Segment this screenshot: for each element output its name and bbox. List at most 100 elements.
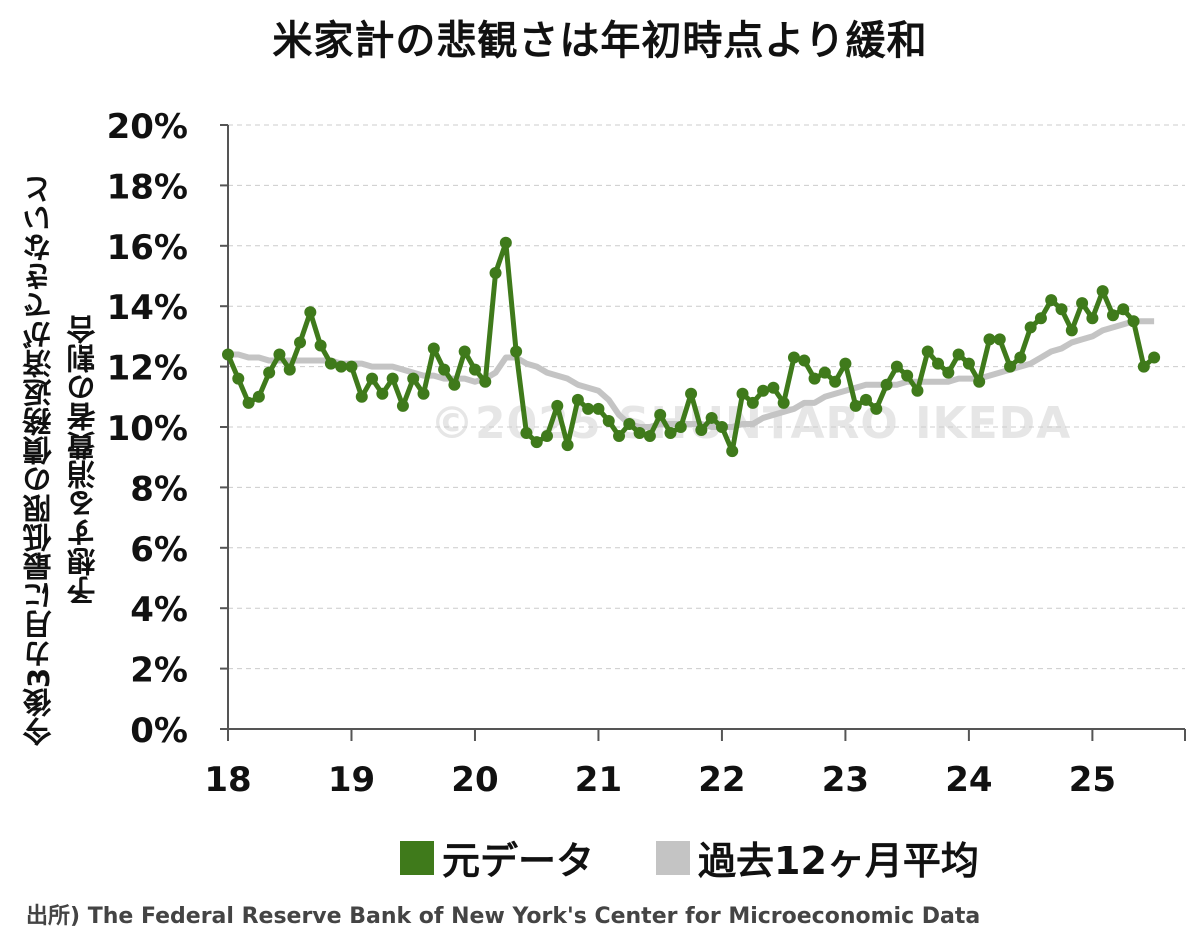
y-tick-label: 12% <box>107 349 188 389</box>
data-point-raw <box>962 357 975 370</box>
data-point-raw <box>520 427 533 440</box>
data-point-raw <box>736 387 749 400</box>
data-point-raw <box>355 390 368 403</box>
data-point-raw <box>932 357 945 370</box>
y-tick-label: 18% <box>107 167 188 207</box>
data-point-raw <box>818 366 831 379</box>
data-point-raw <box>1034 312 1047 325</box>
series-line-raw <box>225 240 1156 454</box>
data-point-raw <box>283 363 296 376</box>
x-tick-label: 19 <box>328 760 375 800</box>
x-tick-label: 18 <box>204 760 251 800</box>
data-point-raw <box>335 360 348 373</box>
data-point-raw <box>643 430 656 443</box>
data-point-raw <box>489 266 502 279</box>
x-tick-label: 24 <box>945 760 992 800</box>
data-point-raw <box>427 342 440 355</box>
data-point-raw <box>839 357 852 370</box>
data-point-raw <box>1096 285 1109 298</box>
data-point-raw <box>592 402 605 415</box>
legend-label-raw: 元データ <box>442 839 595 883</box>
y-tick-label: 20% <box>107 107 188 147</box>
data-point-raw <box>1065 324 1078 337</box>
x-tick-label: 23 <box>822 760 869 800</box>
data-point-raw <box>942 366 955 379</box>
data-point-raw <box>407 372 420 385</box>
data-point-raw <box>1055 303 1068 316</box>
data-point-raw <box>829 375 842 388</box>
y-tick-label: 8% <box>130 469 188 509</box>
data-point-raw <box>1117 303 1130 316</box>
legend-label-avg: 過去12ヶ月平均 <box>698 839 979 883</box>
data-point-raw <box>901 369 914 382</box>
data-point-raw <box>664 427 677 440</box>
data-point-raw <box>438 363 451 376</box>
data-point-raw <box>242 396 255 409</box>
y-tick-label: 6% <box>130 530 188 570</box>
data-point-raw <box>983 333 996 346</box>
chart-title: 米家計の悲観さは年初時点より緩和 <box>272 18 928 64</box>
data-point-raw <box>386 372 399 385</box>
data-point-raw <box>695 424 708 437</box>
data-point-raw <box>973 375 986 388</box>
data-point-raw <box>890 360 903 373</box>
data-point-raw <box>314 339 327 352</box>
data-point-raw <box>685 387 698 400</box>
data-point-raw <box>222 348 234 361</box>
data-point-raw <box>1127 315 1140 328</box>
y-tick-label: 10% <box>107 409 188 449</box>
data-point-raw <box>674 421 687 433</box>
data-point-raw <box>911 384 924 397</box>
data-point-raw <box>479 375 492 388</box>
data-point-raw <box>746 396 759 409</box>
legend-item-avg: 過去12ヶ月平均 <box>656 830 979 885</box>
data-point-raw <box>757 384 770 397</box>
y-tick-label: 2% <box>130 651 188 691</box>
data-point-raw <box>860 393 872 406</box>
data-point-raw <box>376 387 389 400</box>
data-point-raw <box>602 414 615 427</box>
data-point-raw <box>613 430 626 443</box>
data-point-raw <box>468 363 481 376</box>
data-point-raw <box>993 333 1006 346</box>
data-point-raw <box>324 357 337 370</box>
data-point-raw <box>1076 297 1089 310</box>
legend-item-raw: 元データ <box>400 830 594 885</box>
x-tick-label: 25 <box>1069 760 1116 800</box>
data-point-raw <box>294 336 307 349</box>
data-point-raw <box>1024 321 1037 334</box>
data-point-raw <box>510 345 523 358</box>
data-point-raw <box>633 427 646 440</box>
x-tick-label: 21 <box>575 760 622 800</box>
data-point-raw <box>582 402 595 415</box>
y-tick-label: 0% <box>130 711 188 751</box>
data-point-raw <box>798 354 811 367</box>
data-point-raw <box>551 399 564 412</box>
data-point-raw <box>304 306 317 319</box>
data-point-raw <box>1004 360 1017 373</box>
source-note: 出所) The Federal Reserve Bank of New York… <box>26 904 981 929</box>
legend-swatch-raw <box>400 840 434 875</box>
data-point-raw <box>787 351 800 364</box>
data-point-raw <box>849 399 862 412</box>
data-point-raw <box>870 402 883 415</box>
data-point-raw <box>952 348 965 361</box>
data-point-raw <box>232 372 245 385</box>
data-point-raw <box>263 366 276 379</box>
x-tick-label: 22 <box>698 760 745 800</box>
data-point-raw <box>767 381 780 394</box>
data-point-raw <box>654 408 667 421</box>
legend-swatch-avg <box>656 840 690 875</box>
data-point-raw <box>715 421 728 433</box>
data-point-raw <box>623 417 636 430</box>
data-point-raw <box>417 387 430 400</box>
data-point-raw <box>880 378 893 391</box>
data-point-raw <box>1086 312 1099 325</box>
data-point-raw <box>1045 294 1058 307</box>
x-tick-label: 20 <box>451 760 498 800</box>
y-tick-label: 4% <box>130 590 188 630</box>
y-tick-label: 16% <box>107 228 188 268</box>
data-point-raw <box>1014 351 1027 364</box>
data-point-raw <box>561 439 574 452</box>
